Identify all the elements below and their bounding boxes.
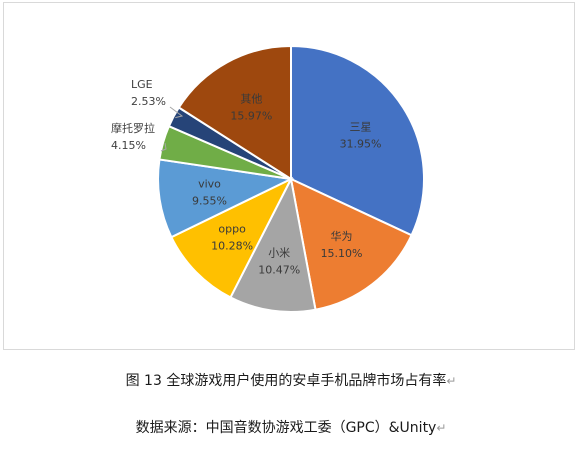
slice-value-2: 15.10% (321, 247, 363, 260)
slice-label-7: LGE (131, 78, 153, 91)
source-caption-text: 数据来源：中国音数协游戏工委（GPC）&Unity (135, 420, 437, 436)
slice-label-1: 三星 (350, 121, 372, 134)
pie-chart: 三星 31.95% 华为 15.10% 小米 10.47% oppo 10.28% vivo 9.… (111, 44, 425, 313)
slice-value-7: 2.53% (131, 95, 166, 108)
pie-slice-2 (289, 177, 413, 311)
slice-value-4: 10.28% (211, 240, 253, 253)
pie-slice-3 (229, 175, 317, 313)
slice-label-2: 华为 (331, 229, 353, 243)
figure-caption-text: 图 13 全球游戏用户使用的安卓手机品牌市场占有率 (125, 373, 447, 389)
leader-line-6 (160, 142, 167, 152)
slice-label-8: 其他 (240, 93, 262, 106)
leader-line-7 (169, 106, 184, 119)
slice-label-3: 小米 (268, 247, 290, 260)
paragraph-mark-icon: ↵ (436, 421, 447, 435)
slice-value-8: 15.97% (230, 110, 272, 123)
pie-slice-8 (177, 44, 292, 181)
figure-caption: 图 13 全球游戏用户使用的安卓手机品牌市场占有率↵ (0, 370, 582, 390)
paragraph-mark-icon: ↵ (446, 374, 457, 388)
slice-value-3: 10.47% (258, 264, 300, 277)
pie-slice-1 (290, 44, 425, 237)
chart-frame: 三星 31.95% 华为 15.10% 小米 10.47% oppo 10.28% vivo 9.… (3, 2, 575, 350)
pie-slice-4 (170, 176, 294, 299)
pie-slice-5 (157, 158, 295, 239)
slice-value-1: 31.95% (340, 138, 382, 151)
slice-value-5: 9.55% (192, 195, 227, 208)
slice-value-6: 4.15% (111, 139, 146, 152)
slice-label-5: vivo (198, 178, 221, 191)
slice-label-6: 摩托罗拉 (111, 121, 155, 135)
source-caption: 数据来源：中国音数协游戏工委（GPC）&Unity↵ (0, 417, 582, 437)
slice-label-4: oppo (218, 223, 246, 236)
